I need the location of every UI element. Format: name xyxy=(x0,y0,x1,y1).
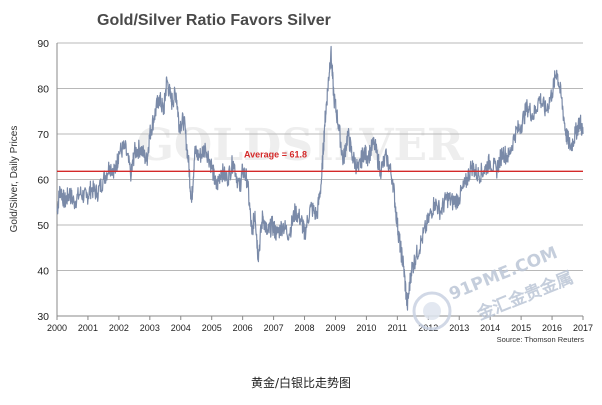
x-tick-label: 2015 xyxy=(511,323,531,333)
x-tick-label: 2008 xyxy=(295,323,315,333)
y-tick-label: 40 xyxy=(37,266,49,278)
x-tick-label: 2007 xyxy=(264,323,284,333)
x-tick-label: 2014 xyxy=(480,323,500,333)
figure-caption: 黄金/白银比走势图 xyxy=(251,375,351,390)
watermark-logo-inner-icon xyxy=(423,302,441,320)
watermark-logo-icon xyxy=(412,291,452,331)
x-tick-label: 2005 xyxy=(202,323,222,333)
series-layer xyxy=(56,45,584,311)
x-tick-label: 2011 xyxy=(388,323,407,333)
background-watermark: GOLDSILVER xyxy=(136,120,464,171)
x-tick-label: 2016 xyxy=(542,323,562,333)
y-tick-label: 90 xyxy=(37,38,49,50)
average-label: Average = 61.8 xyxy=(244,149,307,159)
y-tick-label: 70 xyxy=(37,129,49,141)
x-tick-label: 2004 xyxy=(171,323,191,333)
series-line xyxy=(56,45,584,311)
x-tick-label: 2000 xyxy=(47,323,67,333)
y-tick-label: 80 xyxy=(37,84,49,96)
source-label: Source: Thomson Reuters xyxy=(497,335,585,344)
chart-title: Gold/Silver Ratio Favors Silver xyxy=(97,12,331,29)
y-tick-label: 50 xyxy=(37,220,49,232)
x-tick-label: 2002 xyxy=(109,323,129,333)
x-axis-ticks: 2000 2001 2002 2003 2004 2005 2006 2007 2008 2009… xyxy=(47,316,593,333)
x-tick-label: 2001 xyxy=(78,323,98,333)
x-tick-label: 2010 xyxy=(356,323,376,333)
x-tick-label: 2009 xyxy=(325,323,345,333)
x-tick-label: 2013 xyxy=(449,323,469,333)
x-tick-label: 2003 xyxy=(140,323,160,333)
x-tick-label: 2017 xyxy=(573,323,593,333)
y-axis-ticks: 30 40 50 60 70 80 90 xyxy=(37,38,49,323)
y-axis-label: Gold/Silver, Daily Prices xyxy=(9,126,20,233)
x-tick-label: 2006 xyxy=(233,323,253,333)
y-tick-label: 60 xyxy=(37,175,49,187)
y-tick-label: 30 xyxy=(37,311,49,323)
